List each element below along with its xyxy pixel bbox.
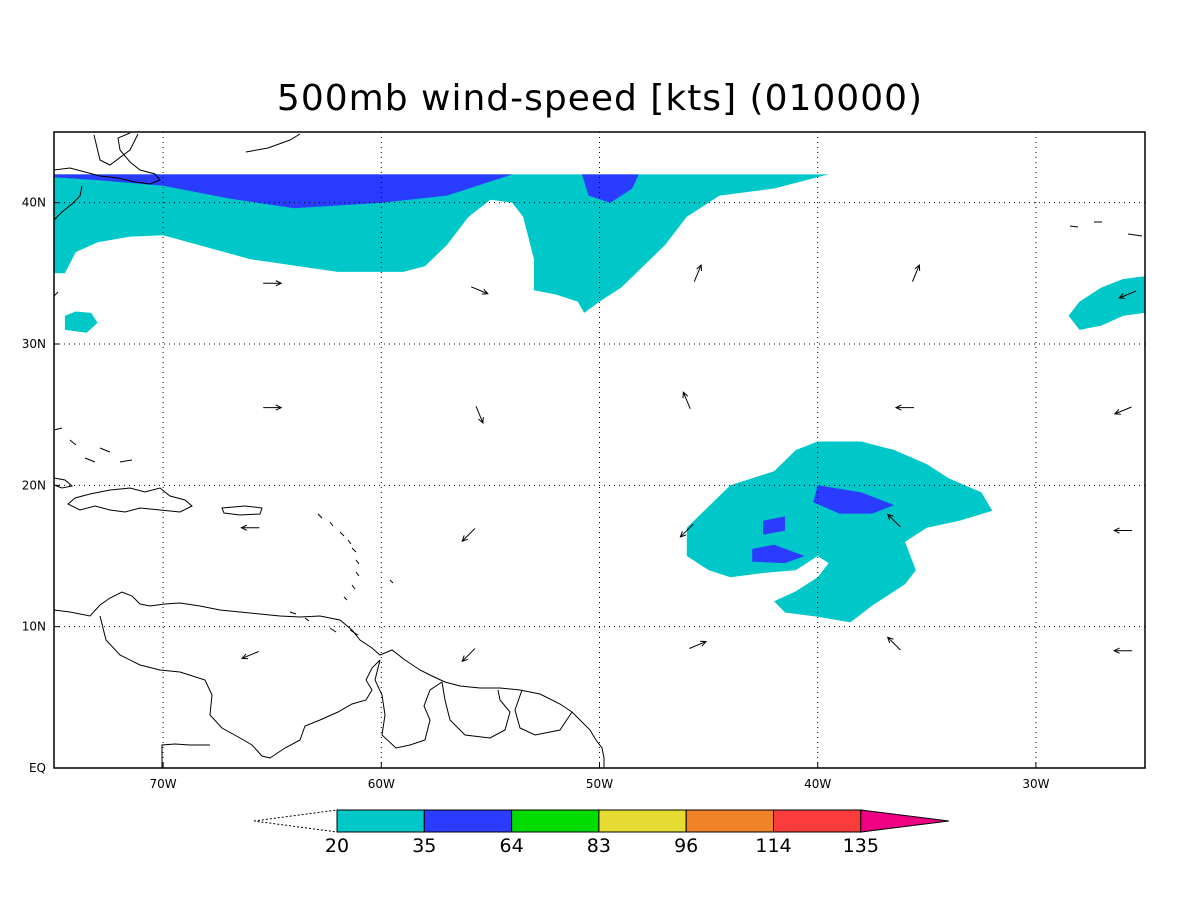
lat-tick-label: 30N bbox=[22, 337, 46, 351]
colorbar-low-triangle bbox=[253, 809, 338, 833]
lon-tick-label: 70W bbox=[150, 777, 177, 791]
coastlines bbox=[53, 132, 1143, 768]
wind-arrow bbox=[470, 286, 489, 295]
lon-tick-label: 60W bbox=[368, 777, 395, 791]
shaded-region-20kt bbox=[1068, 276, 1145, 330]
wind-arrow bbox=[1113, 406, 1132, 415]
wind-vectors bbox=[240, 263, 1137, 663]
colorbar: 20 35 64 83 96 114 135 bbox=[253, 809, 949, 857]
lon-tick-label: 40W bbox=[804, 777, 831, 791]
wind-arrow bbox=[679, 523, 694, 538]
colorbar-label: 135 bbox=[843, 835, 879, 857]
colorbar-swatch bbox=[423, 809, 513, 833]
azores-islands bbox=[1069, 221, 1143, 237]
wind-arrow bbox=[263, 404, 283, 411]
lat-tick-label: 10N bbox=[22, 620, 46, 634]
wind-speed-shading bbox=[54, 174, 1145, 623]
shaded-region-35kt bbox=[752, 544, 805, 564]
colorbar-label: 64 bbox=[500, 835, 524, 857]
colorbar-label: 20 bbox=[325, 835, 349, 857]
wind-arrow bbox=[461, 528, 476, 542]
wind-arrow bbox=[886, 513, 901, 528]
wind-arrow bbox=[693, 263, 702, 282]
lesser-antilles bbox=[289, 513, 394, 636]
colorbar-swatch bbox=[598, 809, 687, 833]
colorbar-swatch bbox=[511, 809, 600, 833]
colorbar-swatch bbox=[685, 809, 775, 833]
wind-arrow bbox=[1113, 647, 1133, 654]
lon-tick-label: 30W bbox=[1022, 777, 1049, 791]
shaded-region-35kt bbox=[54, 174, 513, 209]
wind-arrow bbox=[894, 404, 914, 411]
shaded-region-20kt bbox=[54, 174, 829, 313]
lon-tick-label: 50W bbox=[586, 777, 613, 791]
axis-tick-labels: 70W 60W 50W 40W 30W EQ 10N 20N 30N 40N bbox=[22, 196, 1050, 791]
colorbar-swatch bbox=[773, 809, 862, 833]
colorbar-label: 35 bbox=[412, 835, 436, 857]
colorbar-label: 83 bbox=[587, 835, 611, 857]
wind-arrow bbox=[241, 651, 259, 660]
south-america-interior bbox=[99, 615, 573, 759]
north-america-coastline bbox=[53, 132, 301, 297]
shaded-region-35kt bbox=[582, 174, 639, 203]
shaded-region-20kt bbox=[686, 441, 993, 623]
wind-arrow bbox=[1113, 527, 1133, 534]
wind-arrow bbox=[240, 524, 260, 531]
wind-arrow bbox=[263, 280, 283, 287]
shaded-region-35kt bbox=[813, 485, 895, 514]
puerto-rico-coastline bbox=[221, 505, 263, 516]
wind-arrow bbox=[911, 263, 921, 282]
lat-tick-label: EQ bbox=[29, 761, 46, 775]
bahamas-fragments bbox=[53, 427, 133, 463]
grid-lines bbox=[54, 132, 1145, 768]
colorbar-label: 114 bbox=[755, 835, 791, 857]
shaded-region-20kt bbox=[64, 311, 98, 333]
wind-arrow bbox=[1118, 290, 1137, 299]
wind-arrow bbox=[461, 648, 476, 663]
lat-tick-label: 20N bbox=[22, 478, 46, 492]
hispaniola-coastline bbox=[67, 487, 193, 513]
south-america-coastline bbox=[53, 591, 605, 768]
colorbar-swatch bbox=[336, 809, 425, 833]
wind-arrow bbox=[682, 391, 691, 410]
colorbar-high-triangle bbox=[860, 809, 949, 833]
lat-tick-label: 40N bbox=[22, 196, 46, 210]
shaded-region-35kt bbox=[763, 516, 785, 535]
colorbar-label: 96 bbox=[674, 835, 698, 857]
map-title: 500mb wind-speed [kts] (010000) bbox=[276, 78, 924, 119]
cuba-fragment-coastline bbox=[53, 477, 74, 489]
wind-arrow bbox=[689, 640, 708, 649]
wind-arrow bbox=[886, 636, 901, 651]
wind-arrow bbox=[475, 406, 484, 425]
